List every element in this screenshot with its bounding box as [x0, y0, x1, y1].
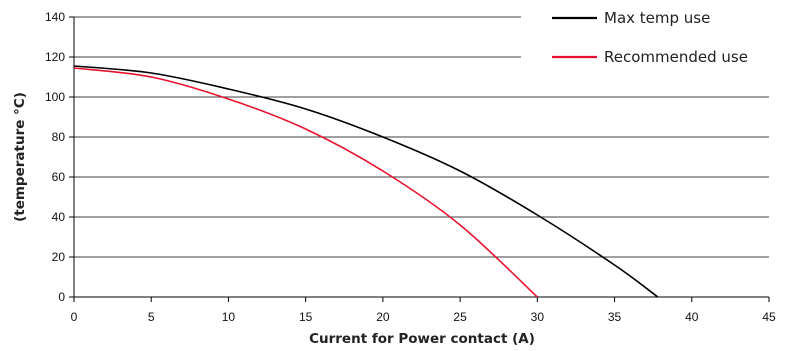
legend-box: [521, 0, 792, 76]
y-tick-label-20: 20: [52, 250, 66, 264]
axes: [73, 17, 769, 298]
x-tick-label-30: 30: [531, 310, 545, 324]
y-axis-ticks: 0 20 40 60 80 100 120 140: [45, 10, 74, 304]
x-tick-label-15: 15: [299, 310, 313, 324]
y-tick-label-0: 0: [58, 290, 65, 304]
y-tick-label-60: 60: [52, 170, 66, 184]
legend-label-recommended-use: Recommended use: [604, 48, 748, 66]
y-tick-label-80: 80: [52, 130, 66, 144]
x-tick-label-40: 40: [685, 310, 699, 324]
y-tick-label-140: 140: [45, 10, 65, 24]
series-lines: [73, 65, 659, 298]
x-axis-title: Current for Power contact (A): [309, 331, 535, 347]
x-tick-label-45: 45: [762, 310, 776, 324]
x-tick-label-5: 5: [148, 310, 155, 324]
series-line-recommended-use: [73, 67, 538, 298]
legend-label-max-temp-use: Max temp use: [604, 9, 710, 27]
y-tick-label-40: 40: [52, 210, 66, 224]
x-tick-label-35: 35: [608, 310, 622, 324]
y-axis-title: (temperature °C): [12, 92, 28, 222]
x-axis-ticks: 0 5 10 15 20 25 30 35 40 45: [71, 297, 776, 324]
y-tick-label-120: 120: [45, 50, 65, 64]
series-line-max-temp-use: [73, 65, 659, 298]
grid-lines: [74, 16, 769, 258]
x-tick-label-10: 10: [222, 310, 236, 324]
y-tick-label-100: 100: [45, 90, 65, 104]
legend-background: [521, 0, 792, 76]
x-tick-label-0: 0: [71, 310, 78, 324]
x-tick-label-20: 20: [376, 310, 390, 324]
x-tick-label-25: 25: [453, 310, 467, 324]
legend: Max temp use Recommended use: [552, 9, 748, 66]
